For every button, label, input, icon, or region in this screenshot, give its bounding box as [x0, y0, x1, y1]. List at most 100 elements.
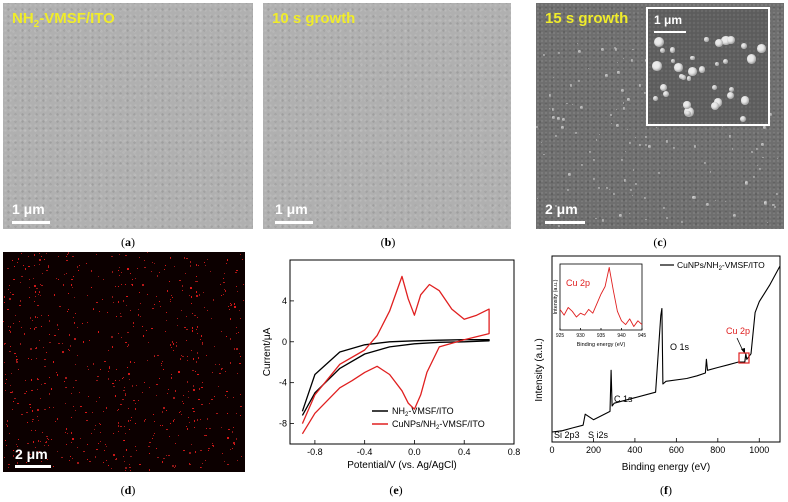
- panel-a-scale-label: 1 μm: [12, 201, 45, 217]
- eds-signal-point: [117, 430, 119, 432]
- cu-particle: [548, 107, 551, 110]
- eds-signal-point: [155, 394, 158, 397]
- eds-signal-point: [186, 340, 188, 342]
- eds-signal-point: [55, 371, 57, 374]
- eds-signal-point: [133, 361, 135, 364]
- cu-nanoparticle: [685, 110, 691, 117]
- eds-signal-point: [172, 341, 174, 343]
- eds-signal-point: [203, 291, 205, 293]
- eds-signal-point: [54, 421, 57, 423]
- y-tick-label: 4: [282, 296, 287, 306]
- cu-particle: [615, 108, 617, 110]
- cu-nanoparticle: [721, 35, 731, 45]
- eds-signal-point: [44, 408, 46, 410]
- eds-signal-point: [172, 343, 174, 345]
- eds-signal-point: [37, 305, 39, 307]
- eds-signal-point: [34, 295, 36, 297]
- eds-signal-point: [34, 285, 36, 287]
- xps-line-group: [551, 265, 781, 433]
- cu-particle: [593, 177, 595, 180]
- eds-signal-point: [118, 380, 121, 382]
- eds-signal-point: [217, 386, 219, 388]
- eds-signal-point: [187, 416, 190, 418]
- eds-signal-point: [190, 265, 192, 267]
- cu-nanoparticle: [698, 66, 706, 73]
- eds-signal-point: [187, 428, 189, 430]
- eds-signal-point: [235, 326, 237, 328]
- eds-signal-point: [13, 455, 15, 457]
- cu-particle: [601, 219, 605, 222]
- eds-signal-point: [96, 448, 98, 450]
- caption-d: (d): [120, 483, 136, 497]
- eds-signal-point: [226, 335, 228, 337]
- eds-signal-point: [30, 429, 32, 431]
- eds-signal-point: [40, 315, 42, 317]
- eds-signal-point: [111, 336, 113, 338]
- x-tick-label: 1000: [749, 445, 769, 455]
- eds-signal-point: [196, 317, 198, 319]
- eds-signal-point: [236, 373, 239, 375]
- eds-signal-point: [8, 463, 10, 465]
- eds-signal-point: [99, 424, 102, 426]
- eds-signal-point: [220, 426, 222, 428]
- eds-signal-point: [69, 349, 71, 352]
- eds-signal-point: [73, 405, 75, 407]
- xps-inset-y-label: Intensity (a.u.): [553, 279, 559, 314]
- eds-signal-point: [221, 367, 223, 370]
- eds-signal-point: [9, 298, 11, 300]
- cu-particle: [610, 114, 612, 116]
- eds-signal-point: [186, 257, 188, 259]
- eds-signal-point: [194, 314, 196, 317]
- eds-signal-point: [36, 357, 38, 359]
- eds-signal-point: [175, 345, 177, 347]
- eds-signal-point: [235, 286, 237, 288]
- eds-signal-point: [35, 347, 38, 349]
- cu-particle: [566, 102, 568, 105]
- eds-signal-layer: [3, 252, 245, 472]
- eds-signal-point: [82, 341, 84, 343]
- eds-signal-point: [43, 258, 45, 260]
- eds-signal-point: [242, 284, 245, 286]
- eds-signal-point: [95, 400, 97, 403]
- eds-signal-point: [233, 442, 235, 444]
- eds-signal-point: [179, 358, 181, 360]
- eds-signal-point: [167, 389, 170, 391]
- xps-chart: 0 200 400 600 800 1000 Intensity (a.u.) Bindi…: [534, 255, 781, 473]
- cu-particle: [655, 127, 657, 129]
- eds-signal-point: [66, 260, 68, 262]
- eds-signal-point: [38, 440, 40, 442]
- eds-signal-point: [120, 283, 122, 285]
- eds-signal-point: [17, 369, 20, 371]
- eds-signal-point: [195, 264, 197, 266]
- eds-signal-point: [200, 466, 203, 468]
- cu-nanoparticle: [741, 42, 748, 50]
- cv-chart: -0.8 -0.4 0.0 0.4 0.8 -8 -4 0 4 Current/μA Poten…: [262, 259, 520, 471]
- eds-signal-point: [10, 391, 12, 394]
- eds-signal-point: [12, 294, 14, 296]
- eds-signal-point: [29, 317, 31, 319]
- eds-signal-point: [200, 450, 202, 452]
- cu-particle: [764, 201, 768, 205]
- eds-signal-point: [127, 366, 129, 368]
- cu-particle: [606, 186, 608, 189]
- eds-signal-point: [67, 253, 69, 255]
- xps-annotation-cu-2p: Cu 2p: [726, 326, 750, 336]
- eds-signal-point: [21, 275, 23, 278]
- eds-signal-point: [19, 304, 21, 307]
- eds-signal-point: [118, 425, 120, 427]
- cu-particle: [611, 122, 613, 124]
- eds-signal-point: [156, 295, 158, 297]
- eds-signal-point: [122, 398, 124, 400]
- eds-signal-point: [45, 351, 48, 353]
- eds-signal-point: [182, 394, 184, 396]
- eds-signal-point: [126, 345, 128, 348]
- eds-signal-point: [165, 320, 167, 322]
- eds-signal-point: [129, 469, 131, 472]
- eds-signal-point: [162, 361, 164, 363]
- eds-signal-point: [163, 407, 165, 409]
- panel-a-title: NH2-VMSF/ITO: [12, 10, 115, 30]
- cu-particle: [750, 151, 753, 154]
- eds-signal-point: [105, 444, 107, 446]
- eds-signal-point: [124, 439, 126, 441]
- eds-signal-point: [3, 296, 5, 298]
